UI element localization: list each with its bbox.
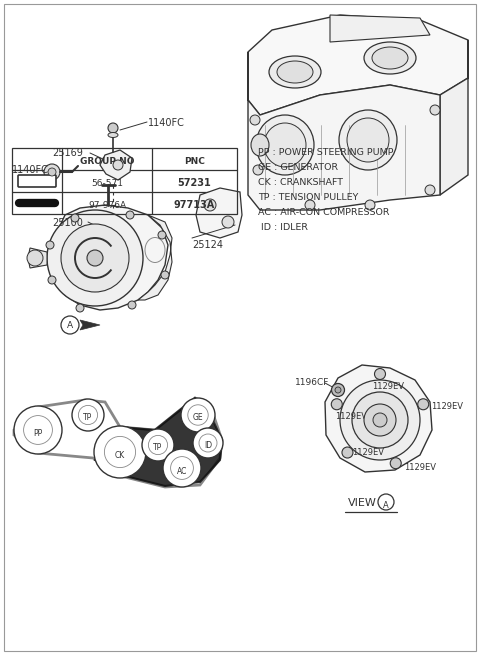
- Ellipse shape: [372, 47, 408, 69]
- Ellipse shape: [277, 61, 313, 83]
- Circle shape: [332, 383, 345, 396]
- Polygon shape: [330, 15, 430, 42]
- Text: A: A: [383, 502, 389, 510]
- Text: 1196CF: 1196CF: [295, 378, 329, 387]
- Polygon shape: [196, 188, 242, 238]
- Circle shape: [126, 211, 134, 219]
- Circle shape: [374, 369, 385, 379]
- Text: GE : GENERATOR: GE : GENERATOR: [258, 163, 338, 172]
- Text: 97-976A: 97-976A: [88, 200, 126, 210]
- Circle shape: [193, 428, 223, 458]
- Ellipse shape: [364, 42, 416, 74]
- Ellipse shape: [251, 134, 269, 156]
- Circle shape: [108, 123, 118, 133]
- Circle shape: [373, 413, 387, 427]
- Text: 1129EV: 1129EV: [352, 447, 384, 457]
- Circle shape: [253, 165, 263, 175]
- Circle shape: [222, 216, 234, 228]
- Text: CK: CK: [115, 451, 125, 460]
- Text: 25124: 25124: [192, 240, 223, 250]
- Circle shape: [142, 429, 174, 461]
- Circle shape: [61, 224, 129, 292]
- Circle shape: [48, 276, 56, 284]
- Polygon shape: [138, 215, 172, 300]
- Circle shape: [161, 271, 169, 279]
- Circle shape: [76, 304, 84, 312]
- Text: 1140FC: 1140FC: [12, 165, 49, 175]
- Circle shape: [44, 164, 60, 180]
- Text: 1129EV: 1129EV: [372, 382, 404, 391]
- Circle shape: [250, 115, 260, 125]
- Ellipse shape: [347, 118, 389, 162]
- Ellipse shape: [264, 123, 306, 167]
- Circle shape: [128, 301, 136, 309]
- Circle shape: [158, 231, 166, 239]
- Circle shape: [94, 426, 146, 478]
- Circle shape: [390, 458, 401, 469]
- Text: AC: AC: [177, 466, 187, 476]
- Text: 57231: 57231: [178, 178, 211, 188]
- Circle shape: [181, 398, 215, 432]
- Text: 1129EV: 1129EV: [404, 463, 436, 472]
- FancyBboxPatch shape: [18, 175, 56, 187]
- Polygon shape: [100, 150, 132, 180]
- Circle shape: [352, 392, 408, 448]
- Polygon shape: [440, 40, 468, 195]
- Circle shape: [342, 447, 353, 458]
- Ellipse shape: [269, 56, 321, 88]
- Circle shape: [72, 399, 104, 431]
- Text: 1129EV: 1129EV: [431, 402, 463, 411]
- Text: 1140FC: 1140FC: [148, 118, 185, 128]
- Circle shape: [340, 380, 420, 460]
- Text: PP : POWER STEERING PUMP: PP : POWER STEERING PUMP: [258, 148, 394, 157]
- Text: GE: GE: [192, 413, 204, 422]
- Text: TP: TP: [84, 413, 93, 422]
- Circle shape: [331, 399, 342, 410]
- Text: TP : TENSION PULLEY: TP : TENSION PULLEY: [258, 193, 359, 202]
- Text: A: A: [67, 321, 73, 330]
- Circle shape: [46, 241, 54, 249]
- Circle shape: [204, 199, 216, 211]
- Polygon shape: [325, 365, 432, 472]
- Circle shape: [87, 250, 103, 266]
- Text: 56-571: 56-571: [91, 179, 123, 187]
- Bar: [12, 148, 237, 214]
- Circle shape: [418, 399, 429, 410]
- Circle shape: [14, 406, 62, 454]
- Circle shape: [113, 160, 123, 170]
- Text: VIEW: VIEW: [348, 498, 377, 508]
- Circle shape: [163, 449, 201, 487]
- Ellipse shape: [108, 132, 118, 138]
- Circle shape: [47, 210, 143, 306]
- Text: PP: PP: [34, 428, 43, 438]
- Circle shape: [335, 387, 341, 393]
- Text: 1129EV: 1129EV: [335, 412, 367, 421]
- Text: ID: ID: [204, 441, 212, 451]
- Circle shape: [430, 105, 440, 115]
- Text: GROUP NO: GROUP NO: [80, 157, 134, 166]
- Ellipse shape: [339, 110, 397, 170]
- Text: 97713A: 97713A: [174, 200, 215, 210]
- Text: PNC: PNC: [184, 157, 205, 166]
- Circle shape: [27, 250, 43, 266]
- Circle shape: [365, 200, 375, 210]
- Text: 25100: 25100: [52, 218, 83, 228]
- Text: CK : CRANKSHAFT: CK : CRANKSHAFT: [258, 178, 343, 187]
- Polygon shape: [95, 398, 222, 486]
- Polygon shape: [48, 205, 168, 310]
- Circle shape: [305, 200, 315, 210]
- Text: AC : AIR-CON COMPRESSOR: AC : AIR-CON COMPRESSOR: [258, 208, 389, 217]
- Ellipse shape: [256, 115, 314, 175]
- Polygon shape: [248, 15, 468, 115]
- Text: ID : IDLER: ID : IDLER: [258, 223, 308, 232]
- Circle shape: [71, 214, 79, 222]
- Polygon shape: [28, 248, 47, 268]
- Text: TP: TP: [154, 443, 163, 453]
- Polygon shape: [80, 320, 100, 330]
- Circle shape: [364, 404, 396, 436]
- Text: 25169: 25169: [52, 148, 83, 158]
- Circle shape: [48, 168, 56, 176]
- Polygon shape: [248, 52, 440, 210]
- Circle shape: [425, 185, 435, 195]
